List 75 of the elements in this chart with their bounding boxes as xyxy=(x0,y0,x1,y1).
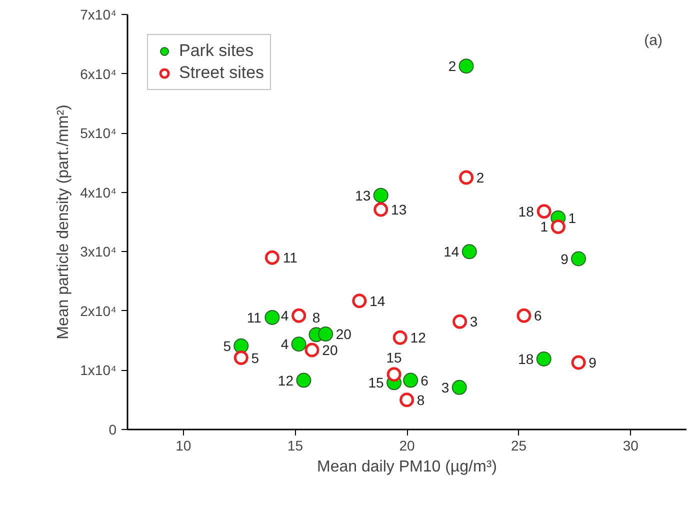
annotation: 12 xyxy=(410,330,426,346)
point xyxy=(374,202,388,217)
annotation: 4 xyxy=(280,308,289,324)
point xyxy=(452,314,468,329)
annotation: 5 xyxy=(251,350,260,366)
point xyxy=(386,367,402,382)
point xyxy=(234,338,249,354)
annotation: 14 xyxy=(444,244,460,260)
legend-label: Park sites xyxy=(179,41,254,61)
annotation: 14 xyxy=(370,292,386,309)
y-tick-label: 5x10⁴ xyxy=(80,125,116,142)
point xyxy=(400,392,414,408)
point xyxy=(403,372,418,388)
y-tick-label: 0 xyxy=(108,422,117,438)
annotation: 3 xyxy=(470,314,478,330)
annotation: 9 xyxy=(560,250,569,267)
point xyxy=(550,220,566,234)
point xyxy=(458,58,474,74)
annotation: 12 xyxy=(278,372,294,388)
point xyxy=(352,294,367,308)
annotation: 9 xyxy=(588,354,597,371)
annotation: 18 xyxy=(518,203,534,220)
annotation: 20 xyxy=(336,326,352,342)
annotation: 18 xyxy=(518,350,534,367)
annotation: 15 xyxy=(368,374,384,391)
point xyxy=(536,204,552,219)
point xyxy=(264,250,280,265)
y-tick-label: 1x10⁴ xyxy=(80,362,116,378)
x-tick-label: 15 xyxy=(287,438,304,454)
point xyxy=(462,244,477,260)
annotation: 13 xyxy=(355,187,371,204)
y-tick-label: 7x10⁴ xyxy=(80,6,116,22)
point xyxy=(304,342,320,358)
annotation: 6 xyxy=(534,308,542,324)
y-tick-label: 6x10⁴ xyxy=(80,66,116,82)
point xyxy=(536,351,552,366)
annotation: 5 xyxy=(223,338,232,354)
annotation: 2 xyxy=(476,170,484,186)
point xyxy=(459,170,474,185)
annotation: 6 xyxy=(420,372,429,388)
annotation: 13 xyxy=(391,202,407,218)
point xyxy=(296,372,312,388)
point xyxy=(373,188,388,203)
point xyxy=(392,330,408,345)
point xyxy=(318,326,334,342)
annotation: 3 xyxy=(441,379,450,396)
annotation: 11 xyxy=(246,309,262,326)
point xyxy=(571,355,586,370)
x-tick-label: 30 xyxy=(622,438,639,454)
annotation: 15 xyxy=(386,349,402,366)
point xyxy=(292,308,306,323)
annotation: 1 xyxy=(568,210,576,226)
y-axis-title: Mean particle density (part./mm²) xyxy=(55,104,72,340)
annotation: 1 xyxy=(540,218,548,235)
x-axis-title: Mean daily PM10 (µg/m³) xyxy=(317,458,497,476)
annotation: 11 xyxy=(282,250,298,266)
annotation: 2 xyxy=(448,58,456,74)
annotation: 4 xyxy=(280,336,289,352)
point xyxy=(264,310,280,325)
y-tick-label: 3x10⁴ xyxy=(80,244,116,260)
y-tick-label: 4x10⁴ xyxy=(80,184,116,200)
annotation: (a) xyxy=(644,32,663,49)
point xyxy=(452,380,467,395)
x-tick-label: 25 xyxy=(511,438,527,454)
x-tick-label: 20 xyxy=(399,438,415,454)
annotation: 8 xyxy=(312,310,320,326)
legend-label: Street sites xyxy=(179,63,264,83)
y-tick-label: 2x10⁴ xyxy=(80,302,116,319)
point xyxy=(516,308,532,323)
annotation: 20 xyxy=(322,342,338,358)
point xyxy=(571,251,586,266)
point xyxy=(234,350,248,365)
annotation: 8 xyxy=(416,392,425,408)
point xyxy=(291,336,306,352)
x-tick-label: 10 xyxy=(176,438,192,454)
